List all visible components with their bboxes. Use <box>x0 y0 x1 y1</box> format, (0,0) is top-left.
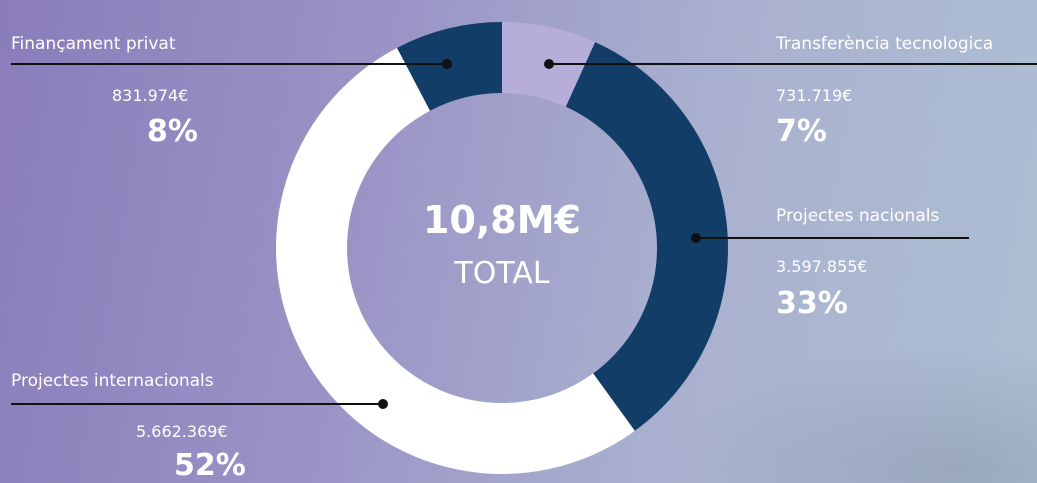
donut-slice-projectes-internacionals <box>276 47 635 474</box>
slice-amount-projectes-nacionals: 3.597.855€ <box>776 257 868 276</box>
slice-label-transferencia-tecnologica: Transferència tecnologica <box>776 34 994 54</box>
slice-label-projectes-internacionals: Projectes internacionals <box>11 371 214 391</box>
center-total-label: TOTAL <box>454 256 550 291</box>
leader-dot-transferencia-tecnologica <box>544 59 554 69</box>
leader-dot-projectes-nacionals <box>691 233 701 243</box>
center-total-value: 10,8M€ <box>422 198 581 242</box>
slice-amount-transferencia-tecnologica: 731.719€ <box>776 86 853 105</box>
slice-label-projectes-nacionals: Projectes nacionals <box>776 206 940 226</box>
slice-percent-transferencia-tecnologica: 7% <box>776 114 827 149</box>
slice-amount-financament-privat: 831.974€ <box>112 86 189 105</box>
slice-label-financament-privat: Finançament privat <box>11 34 176 54</box>
slice-percent-projectes-internacionals: 52% <box>174 448 246 483</box>
leader-dot-financament-privat <box>442 59 452 69</box>
donut-slice-projectes-nacionals <box>565 42 728 431</box>
slice-percent-projectes-nacionals: 33% <box>776 286 848 321</box>
leader-dot-projectes-internacionals <box>378 399 388 409</box>
slice-percent-financament-privat: 8% <box>147 114 198 149</box>
slice-amount-projectes-internacionals: 5.662.369€ <box>136 422 228 441</box>
